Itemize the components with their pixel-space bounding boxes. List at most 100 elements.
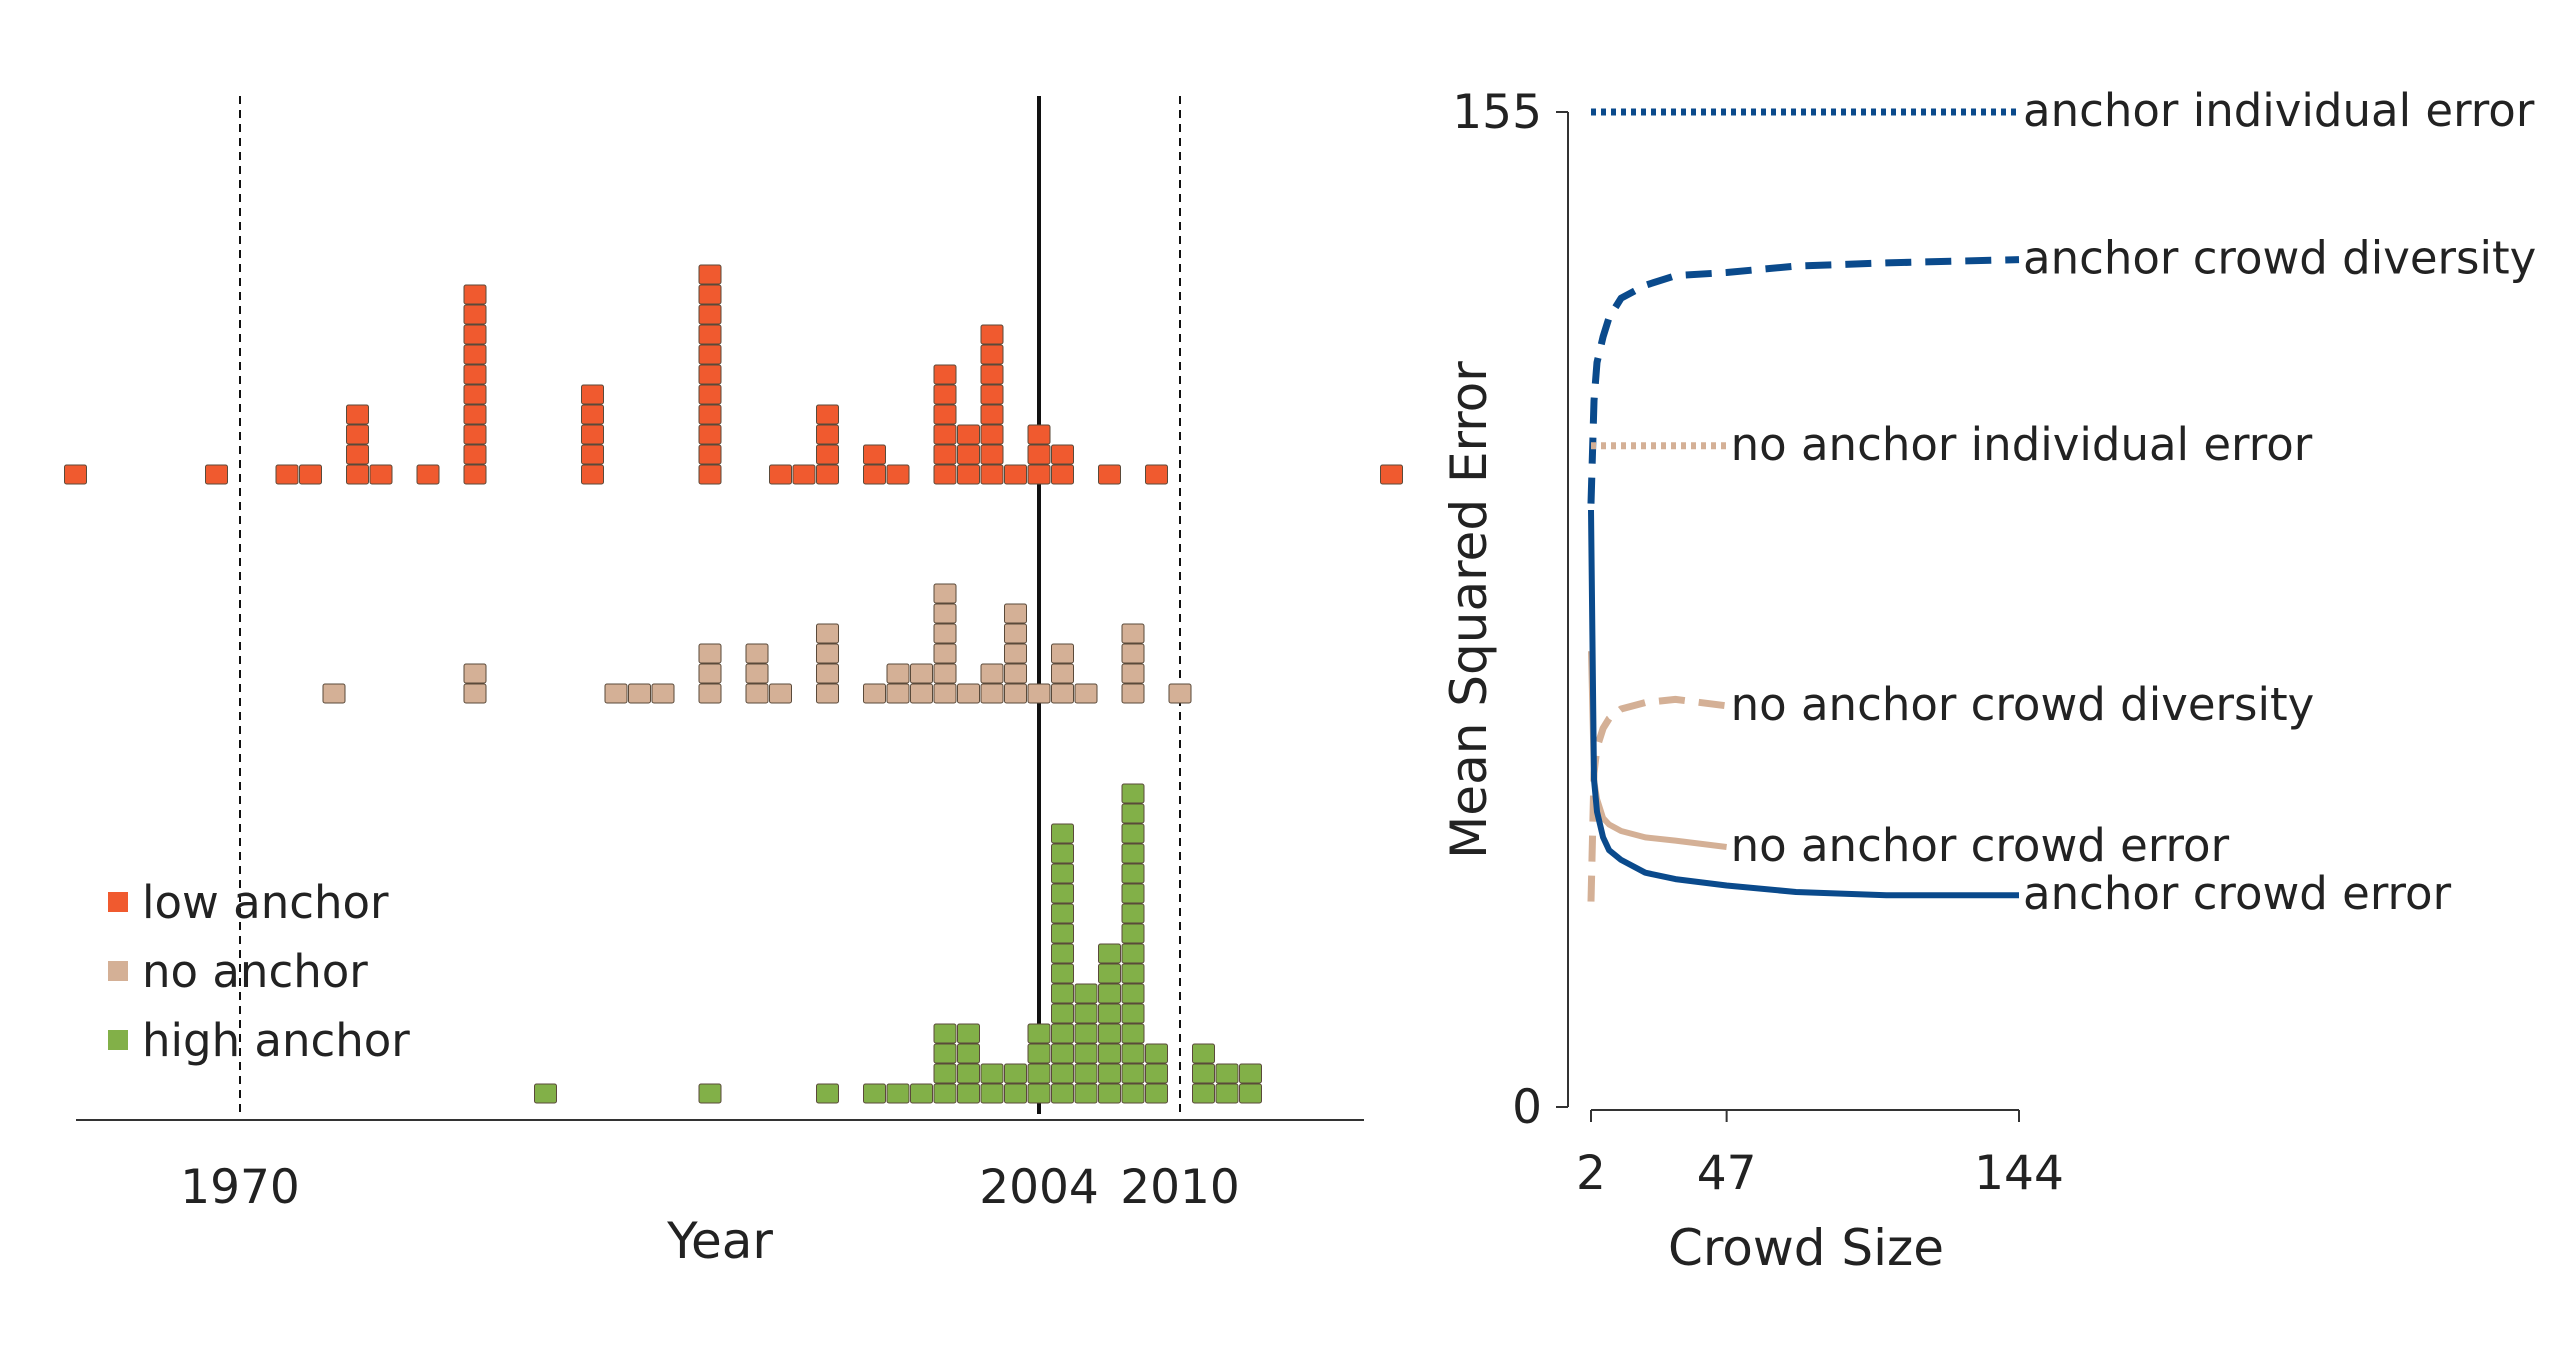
bar-block-low-anchor-1973: [299, 464, 322, 485]
bar-block-low-anchor-1980: [463, 364, 487, 385]
axes: 0 155 2 47 144: [1452, 85, 2064, 1201]
x-tick-label-2: 2: [1576, 1146, 1606, 1201]
bar-block-no-anchor-1992: [745, 643, 769, 664]
bar-block-low-anchor-2000: [933, 464, 957, 485]
series-labels: anchor individual error anchor crowd dive…: [1731, 84, 2537, 920]
bar-block-no-anchor-2008: [1121, 643, 1145, 664]
bar-block-low-anchor-2002: [980, 324, 1004, 345]
legend-swatch-high-anchor: [108, 1030, 128, 1050]
bar-block-low-anchor-1990: [698, 464, 722, 485]
bar-block-high-anchor-2007: [1098, 1043, 1121, 1064]
bar-block-high-anchor-2001: [957, 1023, 980, 1044]
series-no-anchor: [322, 583, 1192, 704]
bar-block-high-anchor-2007: [1098, 943, 1121, 964]
bar-block-high-anchor-2006: [1074, 983, 1098, 1004]
bar-block-low-anchor-1980: [463, 404, 487, 425]
bar-block-low-anchor-1990: [698, 304, 722, 325]
bar-block-high-anchor-2008: [1121, 883, 1145, 904]
bar-block-low-anchor-1994: [792, 464, 816, 485]
line-no-anchor-crowd-diversity: [1587, 695, 1728, 902]
bar-block-high-anchor-2005: [1051, 963, 1074, 984]
bar-block-low-anchor-1980: [463, 464, 487, 485]
bar-block-high-anchor-1997: [863, 1083, 886, 1104]
bar-block-high-anchor-2007: [1098, 1023, 1121, 1044]
bar-block-high-anchor-2006: [1074, 1023, 1098, 1044]
x-axis-title: Year: [666, 1212, 773, 1270]
bar-block-low-anchor-1980: [463, 324, 487, 345]
bar-block-no-anchor-1995: [816, 643, 839, 664]
bar-block-high-anchor-1990: [698, 1083, 722, 1104]
bar-block-high-anchor-2008: [1121, 1023, 1145, 1044]
bar-block-high-anchor-1995: [816, 1083, 839, 1104]
bar-block-high-anchor-2001: [957, 1083, 980, 1104]
bar-block-low-anchor-2000: [933, 384, 957, 405]
bar-block-high-anchor-2009: [1145, 1043, 1168, 1064]
bar-block-high-anchor-2009: [1145, 1083, 1168, 1104]
bar-block-low-anchor-2002: [980, 344, 1004, 365]
bar-block-low-anchor-1990: [698, 344, 722, 365]
bar-block-low-anchor-1980: [463, 444, 487, 465]
line-anchor-crowd-error: [1588, 509, 2019, 899]
bar-block-low-anchor-1980: [463, 384, 487, 405]
bar-block-no-anchor-2000: [933, 583, 957, 604]
bar-block-no-anchor-2003: [1004, 683, 1027, 704]
bar-block-low-anchor-2002: [980, 444, 1004, 465]
bar-block-high-anchor-2008: [1121, 783, 1145, 804]
bar-block-high-anchor-2008: [1121, 1063, 1145, 1084]
bar-block-no-anchor-1995: [816, 683, 839, 704]
x-tick-label-47: 47: [1697, 1146, 1757, 1201]
legend: low anchor no anchor high anchor: [108, 876, 410, 1067]
bar-block-low-anchor-2001: [957, 444, 980, 465]
bar-block-low-anchor-1990: [698, 264, 722, 285]
bar-block-low-anchor-2001: [957, 464, 980, 485]
bar-block-low-anchor-1978: [416, 464, 440, 485]
bar-block-high-anchor-2012: [1215, 1063, 1239, 1084]
bar-block-high-anchor-2008: [1121, 903, 1145, 924]
bar-block-low-anchor-1990: [698, 424, 722, 445]
bar-block-low-anchor-1975: [346, 424, 369, 445]
bar-block-low-anchor-2001: [957, 424, 980, 445]
bar-block-no-anchor-1987: [628, 683, 651, 704]
bar-block-high-anchor-2005: [1051, 923, 1074, 944]
bar-block-high-anchor-2003: [1004, 1083, 1027, 1104]
bar-block-high-anchor-2012: [1215, 1083, 1239, 1104]
bar-block-low-anchor-2000: [933, 364, 957, 385]
bar-block-no-anchor-2000: [933, 643, 957, 664]
bar-block-low-anchor-1990: [698, 444, 722, 465]
bar-block-high-anchor-2000: [933, 1023, 957, 1044]
bar-block-no-anchor-1990: [698, 663, 722, 684]
bar-block-no-anchor-2000: [933, 603, 957, 624]
bar-block-no-anchor-2006: [1074, 683, 1098, 704]
bar-block-low-anchor-1990: [698, 404, 722, 425]
bar-block-no-anchor-2003: [1004, 623, 1027, 644]
bar-block-low-anchor-1969: [205, 464, 228, 485]
bar-block-no-anchor-1988: [651, 683, 675, 704]
bar-block-high-anchor-2006: [1074, 1063, 1098, 1084]
bar-block-no-anchor-2005: [1051, 663, 1074, 684]
histogram-blocks: [64, 264, 1403, 1104]
legend-swatch-low-anchor: [108, 892, 128, 912]
bar-block-high-anchor-2007: [1098, 1063, 1121, 1084]
series-label-no-anchor-individual-error: no anchor individual error: [1731, 418, 2313, 471]
bar-block-high-anchor-2000: [933, 1063, 957, 1084]
bar-block-low-anchor-1975: [346, 464, 369, 485]
bar-block-no-anchor-2008: [1121, 623, 1145, 644]
bar-block-no-anchor-2008: [1121, 683, 1145, 704]
bar-block-low-anchor-1985: [581, 424, 604, 445]
bar-block-no-anchor-1990: [698, 683, 722, 704]
line-anchor-crowd-diversity: [1587, 256, 2020, 504]
bar-block-high-anchor-2008: [1121, 923, 1145, 944]
bar-block-high-anchor-2008: [1121, 963, 1145, 984]
bar-block-low-anchor-2002: [980, 424, 1004, 445]
bar-block-high-anchor-2005: [1051, 1023, 1074, 1044]
bar-block-low-anchor-2004: [1027, 444, 1051, 465]
bar-block-low-anchor-1963: [64, 464, 87, 485]
bar-block-low-anchor-2002: [980, 404, 1004, 425]
bar-block-no-anchor-1974: [322, 683, 346, 704]
bar-block-high-anchor-2006: [1074, 1083, 1098, 1104]
bar-block-high-anchor-2008: [1121, 943, 1145, 964]
bar-block-low-anchor-1990: [698, 284, 722, 305]
bar-block-low-anchor-2004: [1027, 424, 1051, 445]
bar-block-high-anchor-2005: [1051, 943, 1074, 964]
